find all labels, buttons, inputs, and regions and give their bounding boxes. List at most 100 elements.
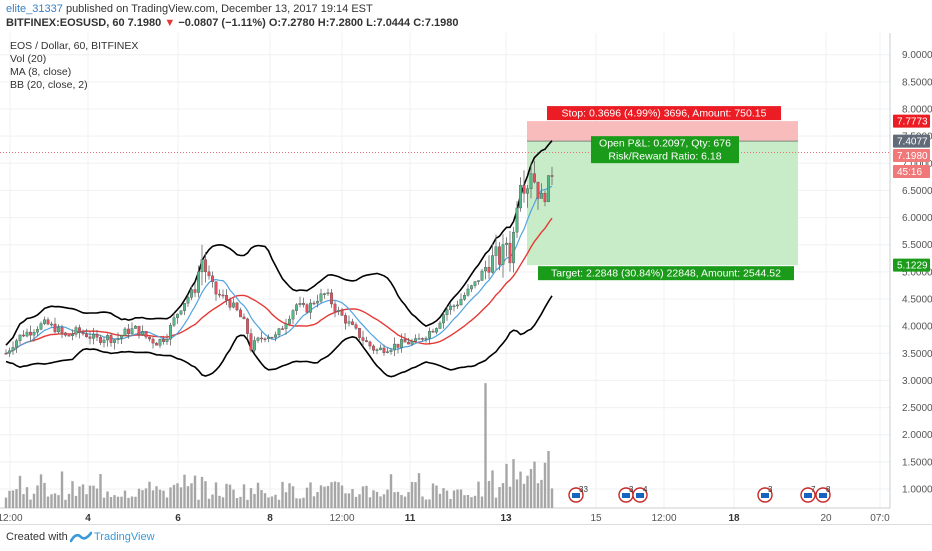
open-pnl-label-text: Open P&L: 0.2097, Qty: 676 [599,138,731,150]
volume-bar [351,489,354,508]
candle-body [120,335,123,339]
candle-body [431,330,435,333]
volume-bar [505,463,508,508]
candle-body [333,303,337,312]
candle-body [29,331,32,336]
volume-bar [452,490,456,508]
candle-body [375,349,379,351]
candle-body [365,340,368,343]
volume-bar [106,491,109,508]
chart-area[interactable]: Stop: 0.3696 (4.99%) 3696, Amount: 750.1… [0,33,932,525]
volume-bar [515,479,519,508]
candle-body [25,331,29,337]
candle-body [473,281,477,286]
volume-bar [354,496,358,508]
event-flag-canton [572,493,580,498]
volume-bar [470,497,473,508]
candle-body [302,303,305,305]
volume-bar [151,490,155,508]
volume-bar [400,495,403,508]
event-count: 3 [768,485,773,494]
legend-vol[interactable]: Vol (20) [10,53,47,65]
candle-body [354,324,358,329]
candle-body [74,327,78,335]
candle-body [249,333,253,351]
volume-bar [134,496,137,508]
candle-body [218,293,221,296]
volume-bar [158,489,162,508]
volume-bar [550,488,554,508]
volume-bar [407,492,410,508]
countdown-tag-text: 45:16 [897,167,922,178]
candle-body [389,349,393,352]
candle-body [67,335,71,337]
volume-bar [526,475,529,508]
price-chart[interactable]: Stop: 0.3696 (4.99%) 3696, Amount: 750.1… [0,33,932,525]
volume-bar [298,498,302,508]
event-flag-icon[interactable]: 3 [618,485,634,503]
volume-bar [25,487,29,508]
candle-body [134,325,137,329]
candle-body [351,321,354,325]
candle-body [330,292,333,305]
y-tick-label: 3.5000 [902,349,932,360]
candle-body [550,175,554,177]
open-value: 7.2780 [281,17,315,29]
stop-label-bg [547,106,781,121]
volume-bar [183,474,186,508]
legend-title[interactable]: EOS / Dollar, 60, BITFINEX [10,40,139,52]
candle-body [204,259,207,273]
volume-bar [130,496,134,508]
candle-body [169,324,172,340]
candle-body [358,327,361,338]
volume-bar [382,494,386,508]
volume-bar [337,482,340,508]
volume-bar [435,485,438,508]
publish-line: elite_31337 published on TradingView.com… [6,3,373,15]
candle-body [526,188,529,194]
event-flag-icon[interactable]: 7 [800,485,816,503]
candle-body [361,337,365,341]
close-value: 7.1980 [424,17,459,29]
legend-ma[interactable]: MA (8, close) [10,66,72,78]
candle-body [466,288,470,296]
y-tick-label: 2.0000 [902,430,932,441]
candle-body [22,334,25,337]
candle-body [512,231,515,264]
candle-body [228,299,232,308]
stop-price-tag-bg [893,114,930,128]
volume-bar [172,484,176,508]
event-flag-icon[interactable]: 33 [568,485,588,503]
volume-bar [312,496,316,508]
candle-body [151,338,155,344]
volume-bar [165,497,169,508]
candle-body [491,255,494,273]
candle-body [123,328,127,336]
tradingview-link[interactable]: TradingView [94,531,155,543]
volume-bar [214,482,218,508]
x-tick-label: 15 [590,513,602,524]
candle-body [410,341,414,345]
candle-body [543,192,547,202]
candle-body [53,323,57,333]
candle-body [316,300,319,304]
volume-bar [281,481,284,508]
y-tick-label: 9.0000 [902,50,932,61]
candle-body [281,328,284,330]
author-link[interactable]: elite_31337 [6,3,63,15]
candle-body [130,328,134,335]
candle-body [498,246,501,265]
candle-body [155,342,158,346]
volume-bar [449,498,452,508]
candle-body [15,340,18,348]
event-flag-icon[interactable]: 3 [757,485,773,503]
candle-body [18,334,22,341]
event-flag-icon[interactable]: 4 [632,485,648,503]
y-tick-label: 6.0000 [902,213,932,224]
legend-bb[interactable]: BB (20, close, 2) [10,79,88,91]
volume-bar [18,475,22,508]
event-flag-icon[interactable]: 8 [815,485,831,503]
candle-body [50,323,53,326]
candle-body [11,347,15,351]
candle-body [382,347,386,353]
